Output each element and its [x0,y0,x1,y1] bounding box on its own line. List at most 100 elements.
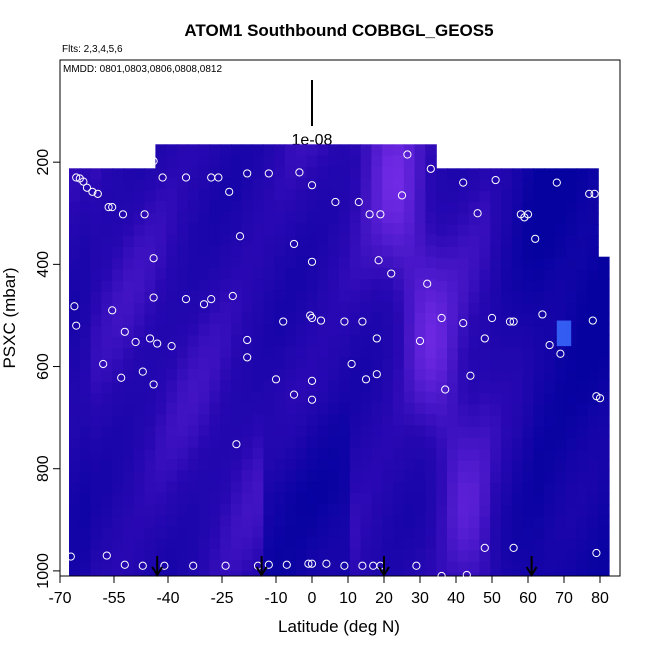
heatmap-cell [393,178,405,190]
heatmap-cell [79,550,92,563]
heatmap-cell [79,370,92,383]
heatmap-cell [339,447,351,460]
heatmap-cell [101,539,113,552]
heatmap-cell [565,381,578,394]
heatmap-cell [436,393,448,405]
heatmap-cell [565,494,578,507]
heatmap-cell [371,503,383,516]
heatmap-cell [177,391,189,404]
heatmap-cell [468,516,480,529]
heatmap-cell [285,548,297,561]
heatmap-cell [490,471,502,484]
heatmap-cell [231,357,243,370]
heatmap-cell [544,426,556,439]
heatmap-cell [425,178,437,190]
heatmap-cell [468,235,480,248]
heatmap-cell [69,235,81,248]
heatmap-cell [598,346,610,359]
heatmap-cell [263,290,275,303]
heatmap-cell [133,359,146,372]
heatmap-cell [425,548,437,561]
heatmap-cell [522,269,534,282]
heatmap-cell [101,348,113,360]
heatmap-cell [69,426,81,439]
heatmap-cell [252,380,264,393]
heatmap-cell [295,200,308,213]
heatmap-cell [382,402,394,415]
heatmap-cell [393,503,405,516]
heatmap-cell [112,426,124,439]
heatmap-cell [231,178,243,190]
heatmap-cell [90,202,102,214]
heatmap-cell [328,267,340,280]
heatmap-cell [479,561,491,574]
heatmap-cell [209,335,221,348]
heatmap-cell [123,494,135,507]
heatmap-cell [252,189,264,202]
heatmap-cell [198,503,210,516]
heatmap-cell [187,391,200,404]
heatmap-cell [231,335,243,348]
heatmap-cell [414,425,426,438]
heatmap-cell [587,516,599,529]
heatmap-cell [349,537,362,550]
heatmap-cell [447,404,459,417]
heatmap-cell [198,515,210,528]
heatmap-cell [252,436,264,449]
heatmap-cell [101,258,113,271]
heatmap-cell [187,526,200,539]
heatmap-cell [479,303,491,316]
heatmap-cell [501,572,513,576]
heatmap-cell [274,290,286,303]
heatmap-cell [285,211,297,224]
heatmap-cell [328,414,340,426]
heatmap-cell [587,168,599,181]
heatmap-cell [468,381,480,394]
heatmap-cell [576,280,588,293]
heatmap-cell [198,357,210,370]
heatmap-cell [101,449,113,462]
heatmap-cell [544,370,556,383]
heatmap-cell [371,369,383,381]
heatmap-cell [198,290,210,303]
heatmap-cell [371,166,383,179]
heatmap-cell [220,470,232,483]
heatmap-cell [328,402,340,415]
heatmap-cell [360,380,372,393]
heatmap-cell [414,537,426,550]
heatmap-cell [328,391,340,404]
heatmap-cell [565,336,578,349]
heatmap-cell [511,235,524,248]
heatmap-cell [403,267,416,280]
heatmap-cell [382,245,394,258]
heatmap-cell [447,370,459,383]
heatmap-cell [479,348,491,360]
heatmap-cell [522,202,534,214]
heatmap-cell [479,415,491,428]
heatmap-cell [187,312,200,325]
heatmap-cell [155,537,167,550]
heatmap-cell [187,279,200,292]
heatmap-cell [360,279,372,292]
heatmap-cell [231,346,243,359]
heatmap-cell [403,200,416,213]
heatmap-cell [403,346,416,359]
heatmap-cell [382,369,394,381]
heatmap-cell [339,481,351,494]
heatmap-cell [295,470,308,483]
heatmap-cell [511,494,524,507]
heatmap-cell [339,503,351,516]
heatmap-cell [306,222,318,235]
heatmap-cell [166,357,178,370]
heatmap-cell [241,200,254,213]
heatmap-cell [447,303,459,316]
heatmap-cell [231,324,243,336]
sample-point [117,373,126,382]
heatmap-cell [598,369,610,381]
heatmap-cell [522,258,534,271]
heatmap-cell [306,447,318,460]
heatmap-cell [436,314,448,327]
heatmap-cell [349,290,362,303]
heatmap-cell [339,459,351,471]
heatmap-cell [69,527,81,540]
